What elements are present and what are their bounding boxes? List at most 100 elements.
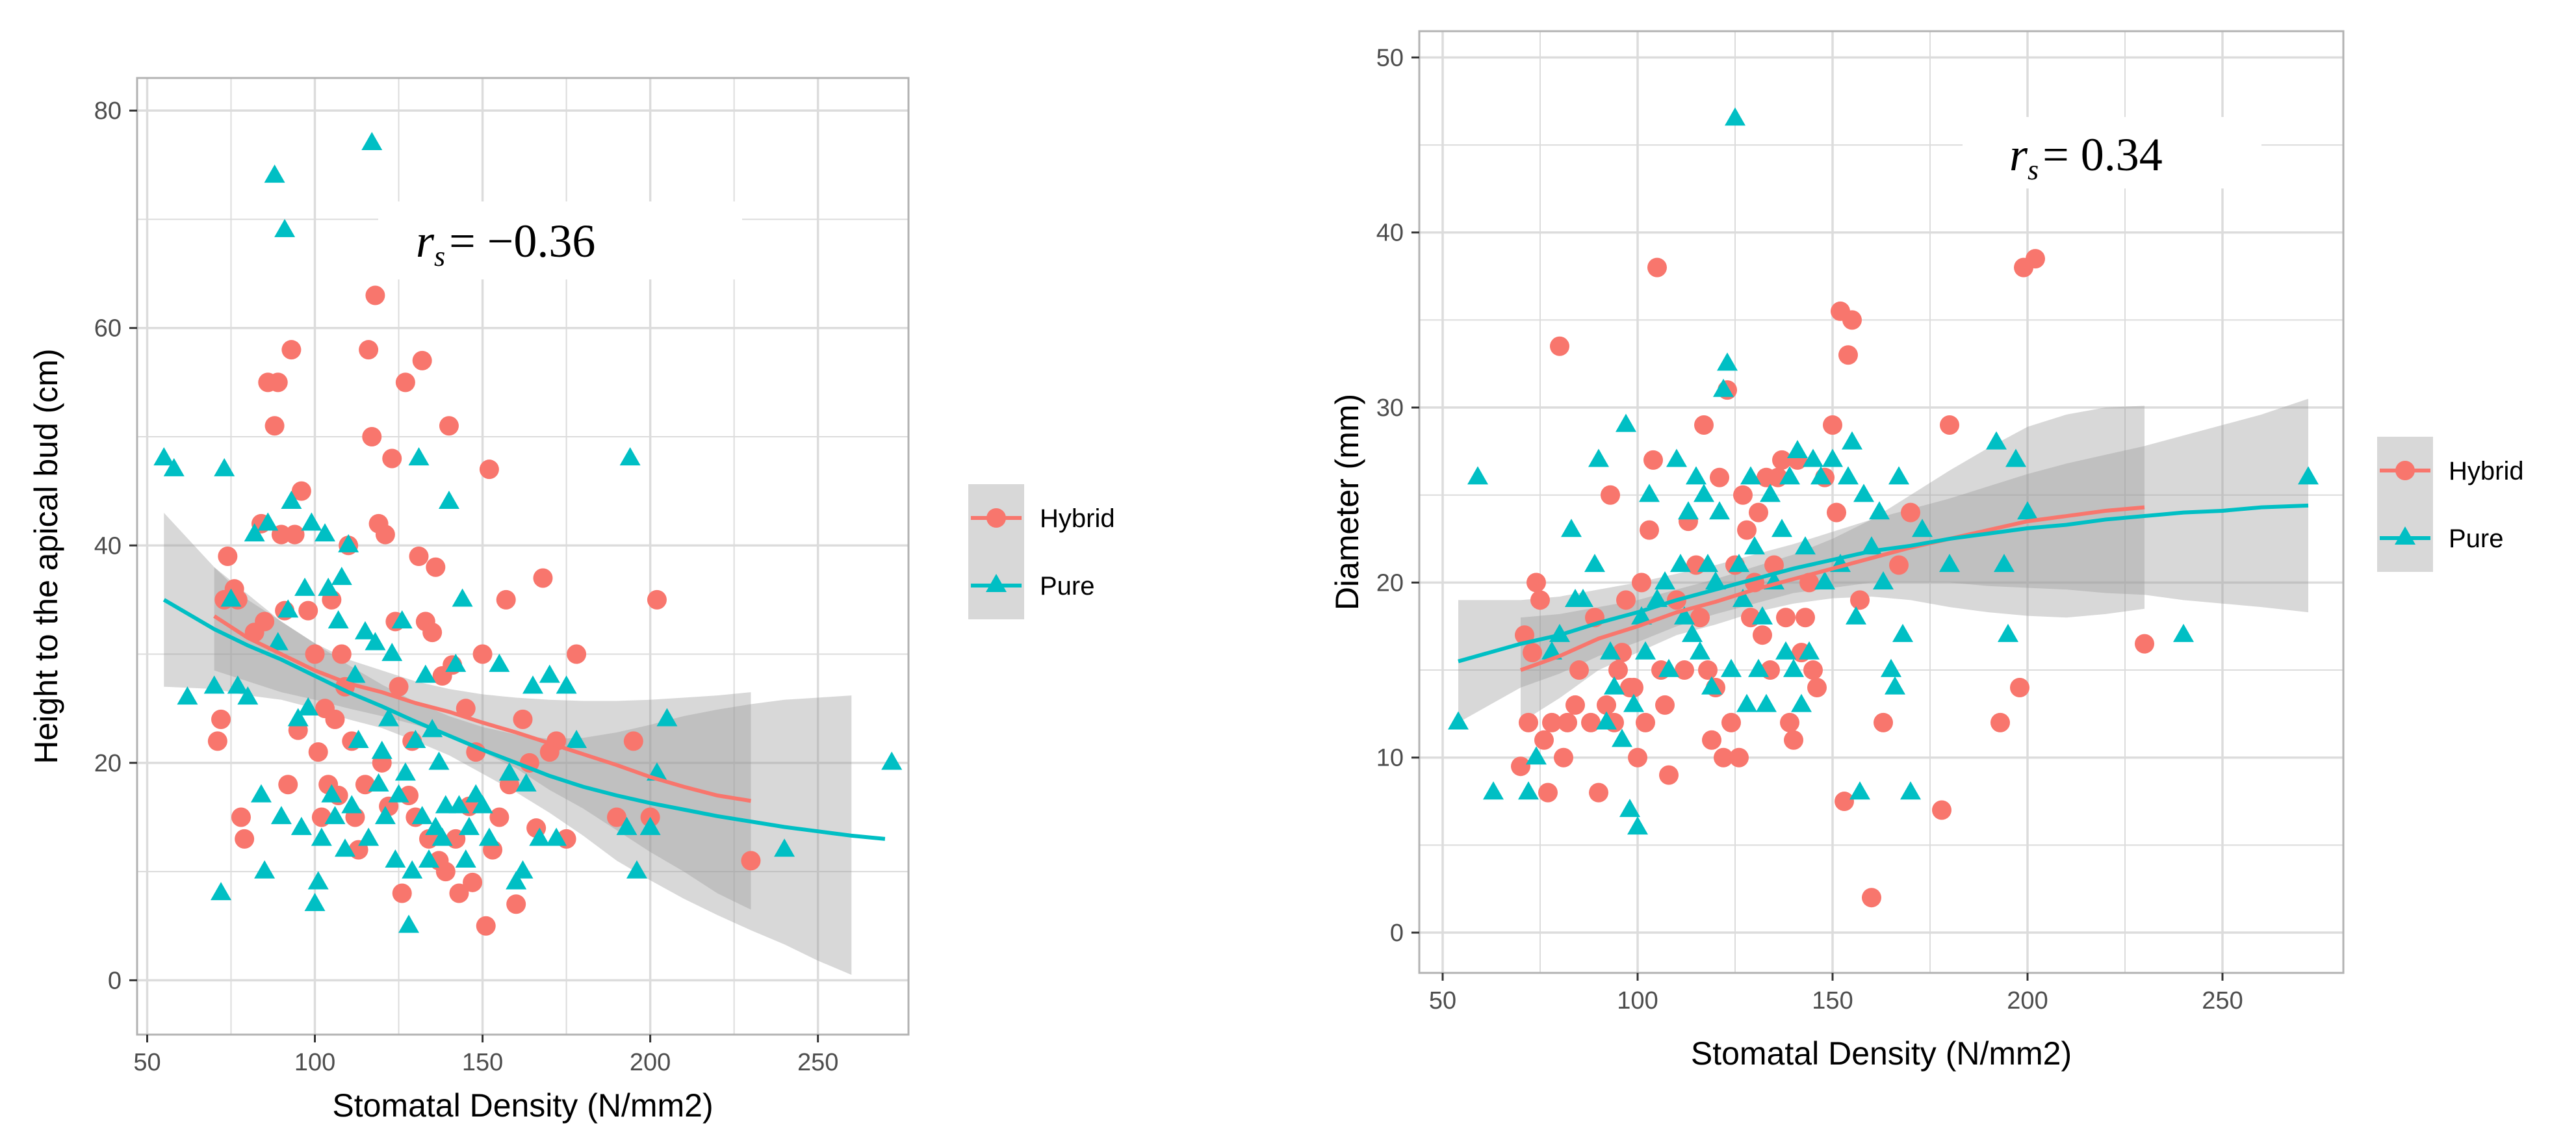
data-point-hybrid <box>392 883 412 903</box>
data-point-pure <box>1627 816 1648 835</box>
data-point-hybrid <box>298 600 318 621</box>
data-point-pure <box>619 447 641 466</box>
chart-height-vs-stomatal-density: 50 100 150 200 250 0 20 40 60 80 Stomatal Density … <box>28 77 1115 1124</box>
data-point-hybrid <box>359 340 379 360</box>
data-point-hybrid <box>1990 712 2010 732</box>
data-point-pure <box>616 816 638 835</box>
data-point-pure <box>361 132 383 151</box>
data-point-hybrid <box>264 416 285 436</box>
data-point-pure <box>2017 501 2038 520</box>
data-point-pure <box>338 534 359 552</box>
data-point-hybrid <box>1624 677 1643 697</box>
data-point-pure <box>1623 693 1644 712</box>
data-point-hybrid <box>409 547 429 566</box>
data-point-hybrid <box>1772 450 1792 470</box>
data-point-pure <box>1682 623 1703 642</box>
data-point-hybrid <box>1823 415 1842 435</box>
data-point-hybrid <box>1940 415 1959 435</box>
legend: Hybrid Pure <box>2377 437 2524 572</box>
data-point-pure <box>1713 378 1734 397</box>
y-tick-label: 80 <box>94 97 122 125</box>
data-point-pure <box>1869 501 1890 520</box>
data-point-hybrid <box>422 623 443 643</box>
data-point-hybrid <box>2026 249 2045 269</box>
data-point-hybrid <box>382 448 402 469</box>
data-point-hybrid <box>1632 573 1651 593</box>
data-point-hybrid <box>365 285 385 305</box>
data-point-pure <box>1900 781 1921 800</box>
data-point-pure <box>1709 501 1730 520</box>
data-point-pure <box>1655 571 1675 590</box>
data-point-pure <box>237 686 259 705</box>
data-point-pure <box>1526 746 1547 765</box>
data-point-pure <box>324 806 346 825</box>
data-point-hybrid <box>1737 520 1757 540</box>
data-point-hybrid <box>1710 467 1729 487</box>
data-point-pure <box>639 816 661 835</box>
data-point-hybrid <box>1542 712 1562 732</box>
data-point-pure <box>1994 554 2015 573</box>
data-point-pure <box>626 860 647 879</box>
data-point-hybrid <box>1636 712 1655 732</box>
data-point-hybrid <box>291 481 311 501</box>
data-point-pure <box>281 491 302 510</box>
data-point-pure <box>2298 466 2319 485</box>
data-point-pure <box>1822 448 1843 467</box>
legend: Hybrid Pure <box>968 484 1115 619</box>
data-point-pure <box>1881 658 1901 677</box>
data-point-pure <box>428 751 450 770</box>
data-point-pure <box>1596 711 1617 730</box>
data-point-hybrid <box>268 372 288 393</box>
data-point-pure <box>1518 781 1539 800</box>
data-point-pure <box>358 827 380 846</box>
data-point-pure <box>1787 440 1808 459</box>
data-point-hybrid <box>1729 747 1749 768</box>
data-point-hybrid <box>1601 485 1620 505</box>
data-point-pure <box>270 806 292 825</box>
y-axis-title: Diameter (mm) <box>1329 394 1365 610</box>
data-point-pure <box>489 653 510 672</box>
data-point-pure <box>334 838 355 857</box>
data-point-hybrid <box>506 894 526 914</box>
data-point-pure <box>398 914 420 933</box>
data-point-hybrid <box>623 731 643 751</box>
data-point-hybrid <box>1874 712 1893 732</box>
data-point-hybrid <box>231 807 251 827</box>
data-point-pure <box>298 697 319 716</box>
data-point-pure <box>1842 431 1862 450</box>
data-point-pure <box>418 849 439 868</box>
data-point-pure <box>546 827 567 846</box>
data-point-pure <box>1616 413 1636 432</box>
data-point-pure <box>1939 554 1960 573</box>
data-point-pure <box>378 708 400 727</box>
data-point-hybrid <box>1640 520 1659 540</box>
data-point-pure <box>1732 588 1753 607</box>
data-point-hybrid <box>235 829 255 849</box>
data-point-hybrid <box>1850 590 1870 610</box>
data-point-pure <box>1736 693 1757 712</box>
data-point-hybrid <box>1764 555 1784 575</box>
y-tick-label: 0 <box>108 967 122 994</box>
data-point-pure <box>381 643 403 662</box>
data-point-pure <box>1729 554 1749 573</box>
data-point-pure <box>1483 781 1504 800</box>
data-point-pure <box>405 730 426 749</box>
data-point-pure <box>257 512 279 531</box>
panel-border <box>136 77 910 1036</box>
data-point-hybrid <box>1569 660 1589 680</box>
data-point-hybrid <box>1608 660 1628 680</box>
data-point-pure <box>203 675 225 694</box>
data-point-hybrid <box>1550 336 1569 356</box>
data-point-hybrid <box>479 459 499 480</box>
data-point-hybrid <box>426 557 446 577</box>
data-point-hybrid <box>1511 756 1530 777</box>
legend-key-marker <box>986 508 1006 528</box>
data-point-pure <box>331 567 352 586</box>
data-point-pure <box>1744 536 1765 555</box>
data-point-hybrid <box>1733 485 1753 505</box>
data-point-hybrid <box>1901 502 1920 523</box>
data-point-pure <box>153 447 175 466</box>
data-point-hybrid <box>1534 730 1554 750</box>
data-point-hybrid <box>1523 643 1542 663</box>
data-point-pure <box>498 762 520 781</box>
